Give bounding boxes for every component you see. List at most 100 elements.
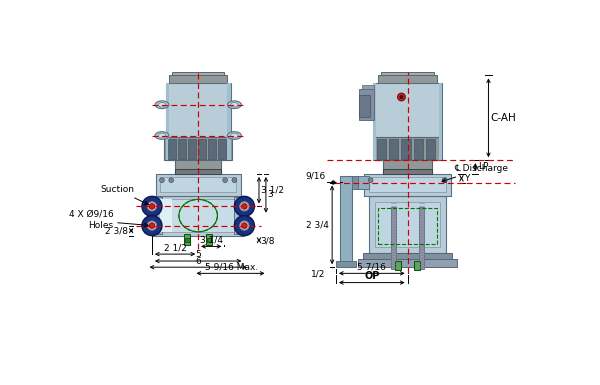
Bar bbox=[164, 137, 232, 160]
Ellipse shape bbox=[227, 132, 241, 139]
Bar bbox=[218, 139, 226, 159]
Circle shape bbox=[224, 179, 226, 181]
Text: 3/8: 3/8 bbox=[260, 236, 275, 246]
Circle shape bbox=[242, 223, 247, 228]
Bar bbox=[358, 259, 457, 267]
Bar bbox=[359, 95, 370, 117]
Bar bbox=[439, 83, 442, 160]
Bar bbox=[414, 139, 423, 159]
Circle shape bbox=[398, 93, 405, 101]
Bar bbox=[198, 139, 206, 159]
Circle shape bbox=[235, 216, 254, 236]
Bar bbox=[160, 199, 236, 232]
Bar bbox=[419, 207, 424, 269]
Circle shape bbox=[240, 221, 249, 230]
Text: 5 9/16 Max.: 5 9/16 Max. bbox=[205, 263, 259, 272]
Circle shape bbox=[169, 178, 173, 182]
Text: Y: Y bbox=[464, 174, 469, 183]
Circle shape bbox=[368, 178, 373, 182]
Circle shape bbox=[148, 202, 157, 211]
Bar bbox=[383, 160, 432, 174]
Text: 6: 6 bbox=[195, 257, 201, 266]
Bar bbox=[382, 72, 434, 75]
Bar bbox=[374, 137, 441, 160]
Bar bbox=[336, 261, 356, 267]
Bar bbox=[401, 139, 410, 159]
Text: 9/16: 9/16 bbox=[305, 171, 325, 180]
Circle shape bbox=[149, 204, 155, 209]
Circle shape bbox=[235, 196, 254, 216]
Bar bbox=[156, 174, 241, 196]
Bar bbox=[352, 176, 358, 189]
Text: Suction: Suction bbox=[100, 185, 148, 205]
Circle shape bbox=[223, 178, 227, 182]
Text: 4 X Ø9/16
Holes: 4 X Ø9/16 Holes bbox=[69, 209, 113, 229]
Text: 1/2: 1/2 bbox=[311, 270, 325, 278]
Bar bbox=[206, 234, 212, 245]
Bar bbox=[168, 139, 176, 159]
Circle shape bbox=[142, 216, 162, 236]
Bar bbox=[227, 83, 230, 160]
Bar bbox=[166, 83, 169, 160]
Bar bbox=[172, 72, 224, 75]
Bar bbox=[184, 234, 190, 245]
Bar bbox=[153, 197, 162, 234]
Bar bbox=[363, 253, 452, 261]
Text: 2 3/4: 2 3/4 bbox=[306, 221, 329, 229]
Bar bbox=[414, 261, 420, 270]
Bar bbox=[375, 202, 440, 247]
Bar bbox=[395, 261, 401, 270]
Text: 2 3/8: 2 3/8 bbox=[105, 226, 128, 235]
Circle shape bbox=[233, 179, 235, 181]
Circle shape bbox=[170, 179, 172, 181]
Text: 2 1/2: 2 1/2 bbox=[164, 244, 187, 253]
Circle shape bbox=[160, 178, 164, 182]
Circle shape bbox=[242, 204, 247, 209]
Bar bbox=[426, 139, 436, 159]
Bar bbox=[178, 139, 186, 159]
Bar bbox=[364, 174, 451, 196]
Bar bbox=[369, 177, 446, 192]
Bar bbox=[391, 207, 396, 269]
Bar bbox=[235, 197, 244, 234]
Bar bbox=[340, 176, 352, 267]
Bar bbox=[383, 169, 432, 174]
Text: C-AH: C-AH bbox=[491, 113, 517, 123]
Bar bbox=[160, 199, 172, 232]
Ellipse shape bbox=[227, 101, 241, 109]
Text: ℄ Discharge: ℄ Discharge bbox=[442, 164, 508, 182]
Ellipse shape bbox=[230, 102, 238, 107]
Text: 3 1/2: 3 1/2 bbox=[260, 186, 284, 195]
Bar bbox=[369, 196, 446, 253]
Text: 3: 3 bbox=[268, 190, 273, 199]
Bar bbox=[175, 169, 221, 174]
Bar bbox=[362, 85, 374, 89]
Bar bbox=[169, 75, 227, 83]
Circle shape bbox=[161, 179, 163, 181]
Bar bbox=[153, 196, 244, 236]
Bar bbox=[389, 139, 398, 159]
Text: OP: OP bbox=[364, 271, 379, 281]
Bar bbox=[206, 238, 211, 242]
Bar bbox=[373, 83, 442, 160]
Bar bbox=[352, 176, 369, 189]
Circle shape bbox=[148, 221, 157, 230]
Ellipse shape bbox=[155, 132, 169, 139]
Circle shape bbox=[400, 95, 403, 99]
Bar bbox=[379, 208, 437, 244]
Text: 5: 5 bbox=[195, 251, 201, 259]
Text: 5 7/16: 5 7/16 bbox=[358, 263, 386, 272]
Bar bbox=[175, 160, 221, 174]
Bar bbox=[359, 89, 374, 120]
Ellipse shape bbox=[230, 133, 238, 138]
Circle shape bbox=[370, 179, 371, 181]
Ellipse shape bbox=[158, 133, 166, 138]
Bar bbox=[208, 139, 216, 159]
Text: LP: LP bbox=[478, 162, 488, 171]
Bar bbox=[188, 139, 196, 159]
Bar bbox=[160, 177, 236, 192]
Bar bbox=[377, 139, 386, 159]
Circle shape bbox=[240, 202, 249, 211]
Ellipse shape bbox=[155, 101, 169, 109]
Circle shape bbox=[232, 178, 236, 182]
